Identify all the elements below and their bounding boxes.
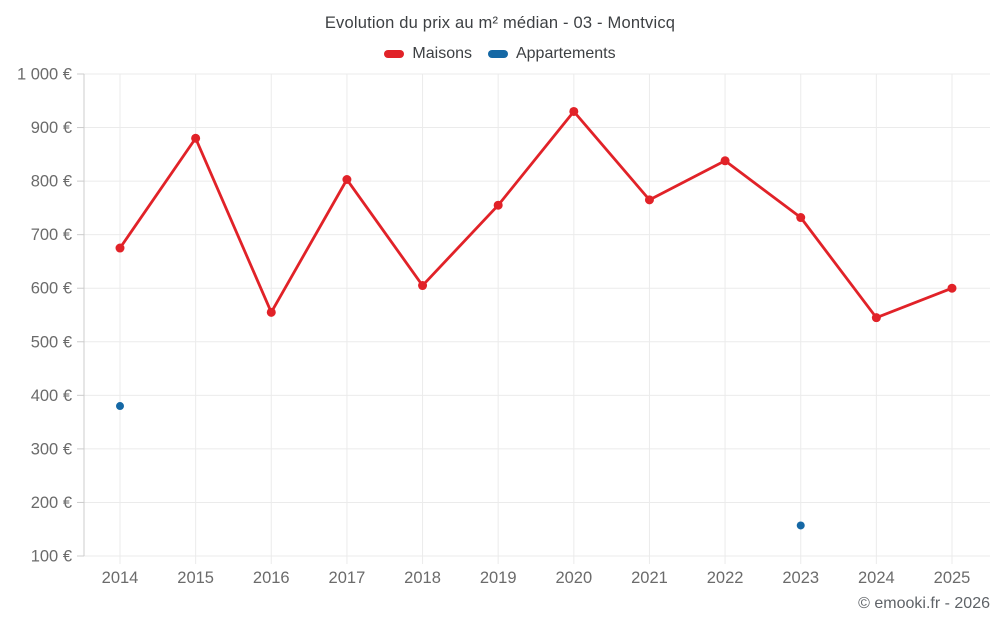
y-axis-label: 700 €: [31, 226, 72, 244]
point-appartements-2014[interactable]: [116, 402, 124, 411]
point-maisons-2015[interactable]: [191, 133, 201, 143]
maisons-series-swatch-icon: [384, 50, 405, 58]
x-axis-label: 2023: [782, 569, 819, 587]
y-axis-label: 900 €: [31, 119, 72, 137]
x-axis-label: 2021: [631, 569, 668, 587]
x-axis-label: 2018: [404, 569, 441, 587]
y-axis-label: 500 €: [31, 333, 72, 351]
point-maisons-2022[interactable]: [720, 156, 730, 166]
x-axis-label: 2014: [102, 569, 139, 587]
x-axis-label: 2020: [555, 569, 592, 587]
point-maisons-2021[interactable]: [644, 195, 654, 205]
axis-labels: 2014 2015 2016 2017 2018 2019 2020 2021 2022 2023…: [17, 66, 970, 588]
series: [115, 106, 957, 530]
legend-item-appartements[interactable]: Appartements: [487, 45, 616, 63]
x-axis-label: 2015: [177, 569, 214, 587]
point-maisons-2020[interactable]: [569, 106, 579, 116]
legend: Maisons Appartements: [0, 45, 1000, 63]
legend-item-maisons[interactable]: Maisons: [384, 45, 472, 63]
x-axis-label: 2022: [707, 569, 744, 587]
point-maisons-2024[interactable]: [871, 313, 881, 323]
x-axis-label: 2025: [934, 569, 971, 587]
point-maisons-2019[interactable]: [493, 200, 503, 210]
x-axis-label: 2024: [858, 569, 895, 587]
point-maisons-2023[interactable]: [796, 213, 806, 223]
point-maisons-2018[interactable]: [418, 281, 428, 291]
copyright-credit: © emooki.fr - 2026: [858, 595, 990, 612]
y-axis-label: 800 €: [31, 173, 72, 191]
legend-label-maisons: Maisons: [412, 45, 472, 62]
point-maisons-2017[interactable]: [342, 175, 352, 185]
y-axis-label: 400 €: [31, 387, 72, 405]
y-axis-label: 100 €: [31, 548, 72, 566]
legend-label-appartements: Appartements: [515, 45, 616, 62]
point-maisons-2014[interactable]: [115, 243, 125, 253]
appartements-series-swatch-icon: [487, 50, 508, 58]
y-axis-label: 300 €: [31, 440, 72, 458]
y-axis-label: 1 000 €: [17, 66, 72, 84]
point-appartements-2023[interactable]: [796, 521, 805, 530]
gridlines: [84, 73, 990, 564]
y-axis-label: 600 €: [31, 280, 72, 298]
y-axis-label: 200 €: [31, 494, 72, 512]
point-maisons-2016[interactable]: [266, 307, 276, 317]
axes: [77, 73, 85, 557]
line-maisons: [118, 110, 953, 320]
x-axis-label: 2019: [480, 569, 517, 587]
chart-title: Evolution du prix au m² médian - 03 - Mo…: [324, 14, 676, 32]
point-maisons-2025[interactable]: [947, 283, 957, 293]
x-axis-label: 2016: [253, 569, 290, 587]
x-axis-label: 2017: [329, 569, 366, 587]
